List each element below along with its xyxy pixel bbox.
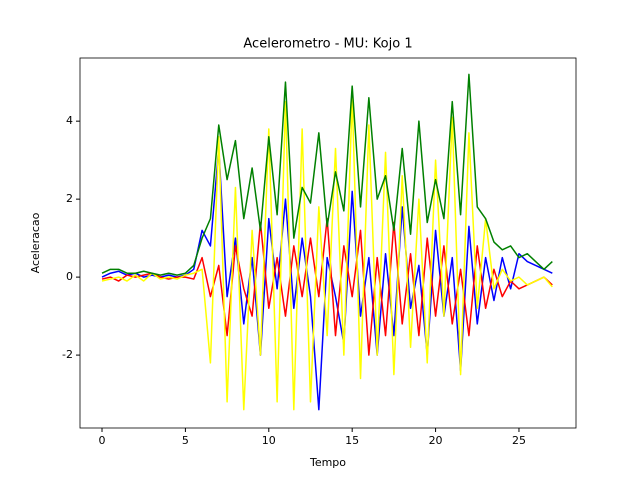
x-axis-label: Tempo: [309, 456, 346, 469]
data-line: [101, 73, 553, 276]
x-tick-label: 0: [99, 434, 106, 447]
x-tick-label: 25: [512, 434, 526, 447]
y-tick-label: 0: [66, 270, 73, 283]
x-tick-label: 20: [429, 434, 443, 447]
y-tick-label: 2: [66, 192, 73, 205]
y-axis-label: Aceleracao: [29, 212, 42, 273]
y-tick-label: -2: [62, 348, 73, 361]
y-tick-label: 4: [66, 114, 73, 127]
plot-frame: [79, 57, 577, 429]
x-tick-label: 5: [182, 434, 189, 447]
x-tick-label: 10: [262, 434, 276, 447]
x-tick-label: 15: [345, 434, 359, 447]
data-line: [101, 97, 553, 411]
chart-title: Acelerometro - MU: Kojo 1: [243, 37, 412, 52]
